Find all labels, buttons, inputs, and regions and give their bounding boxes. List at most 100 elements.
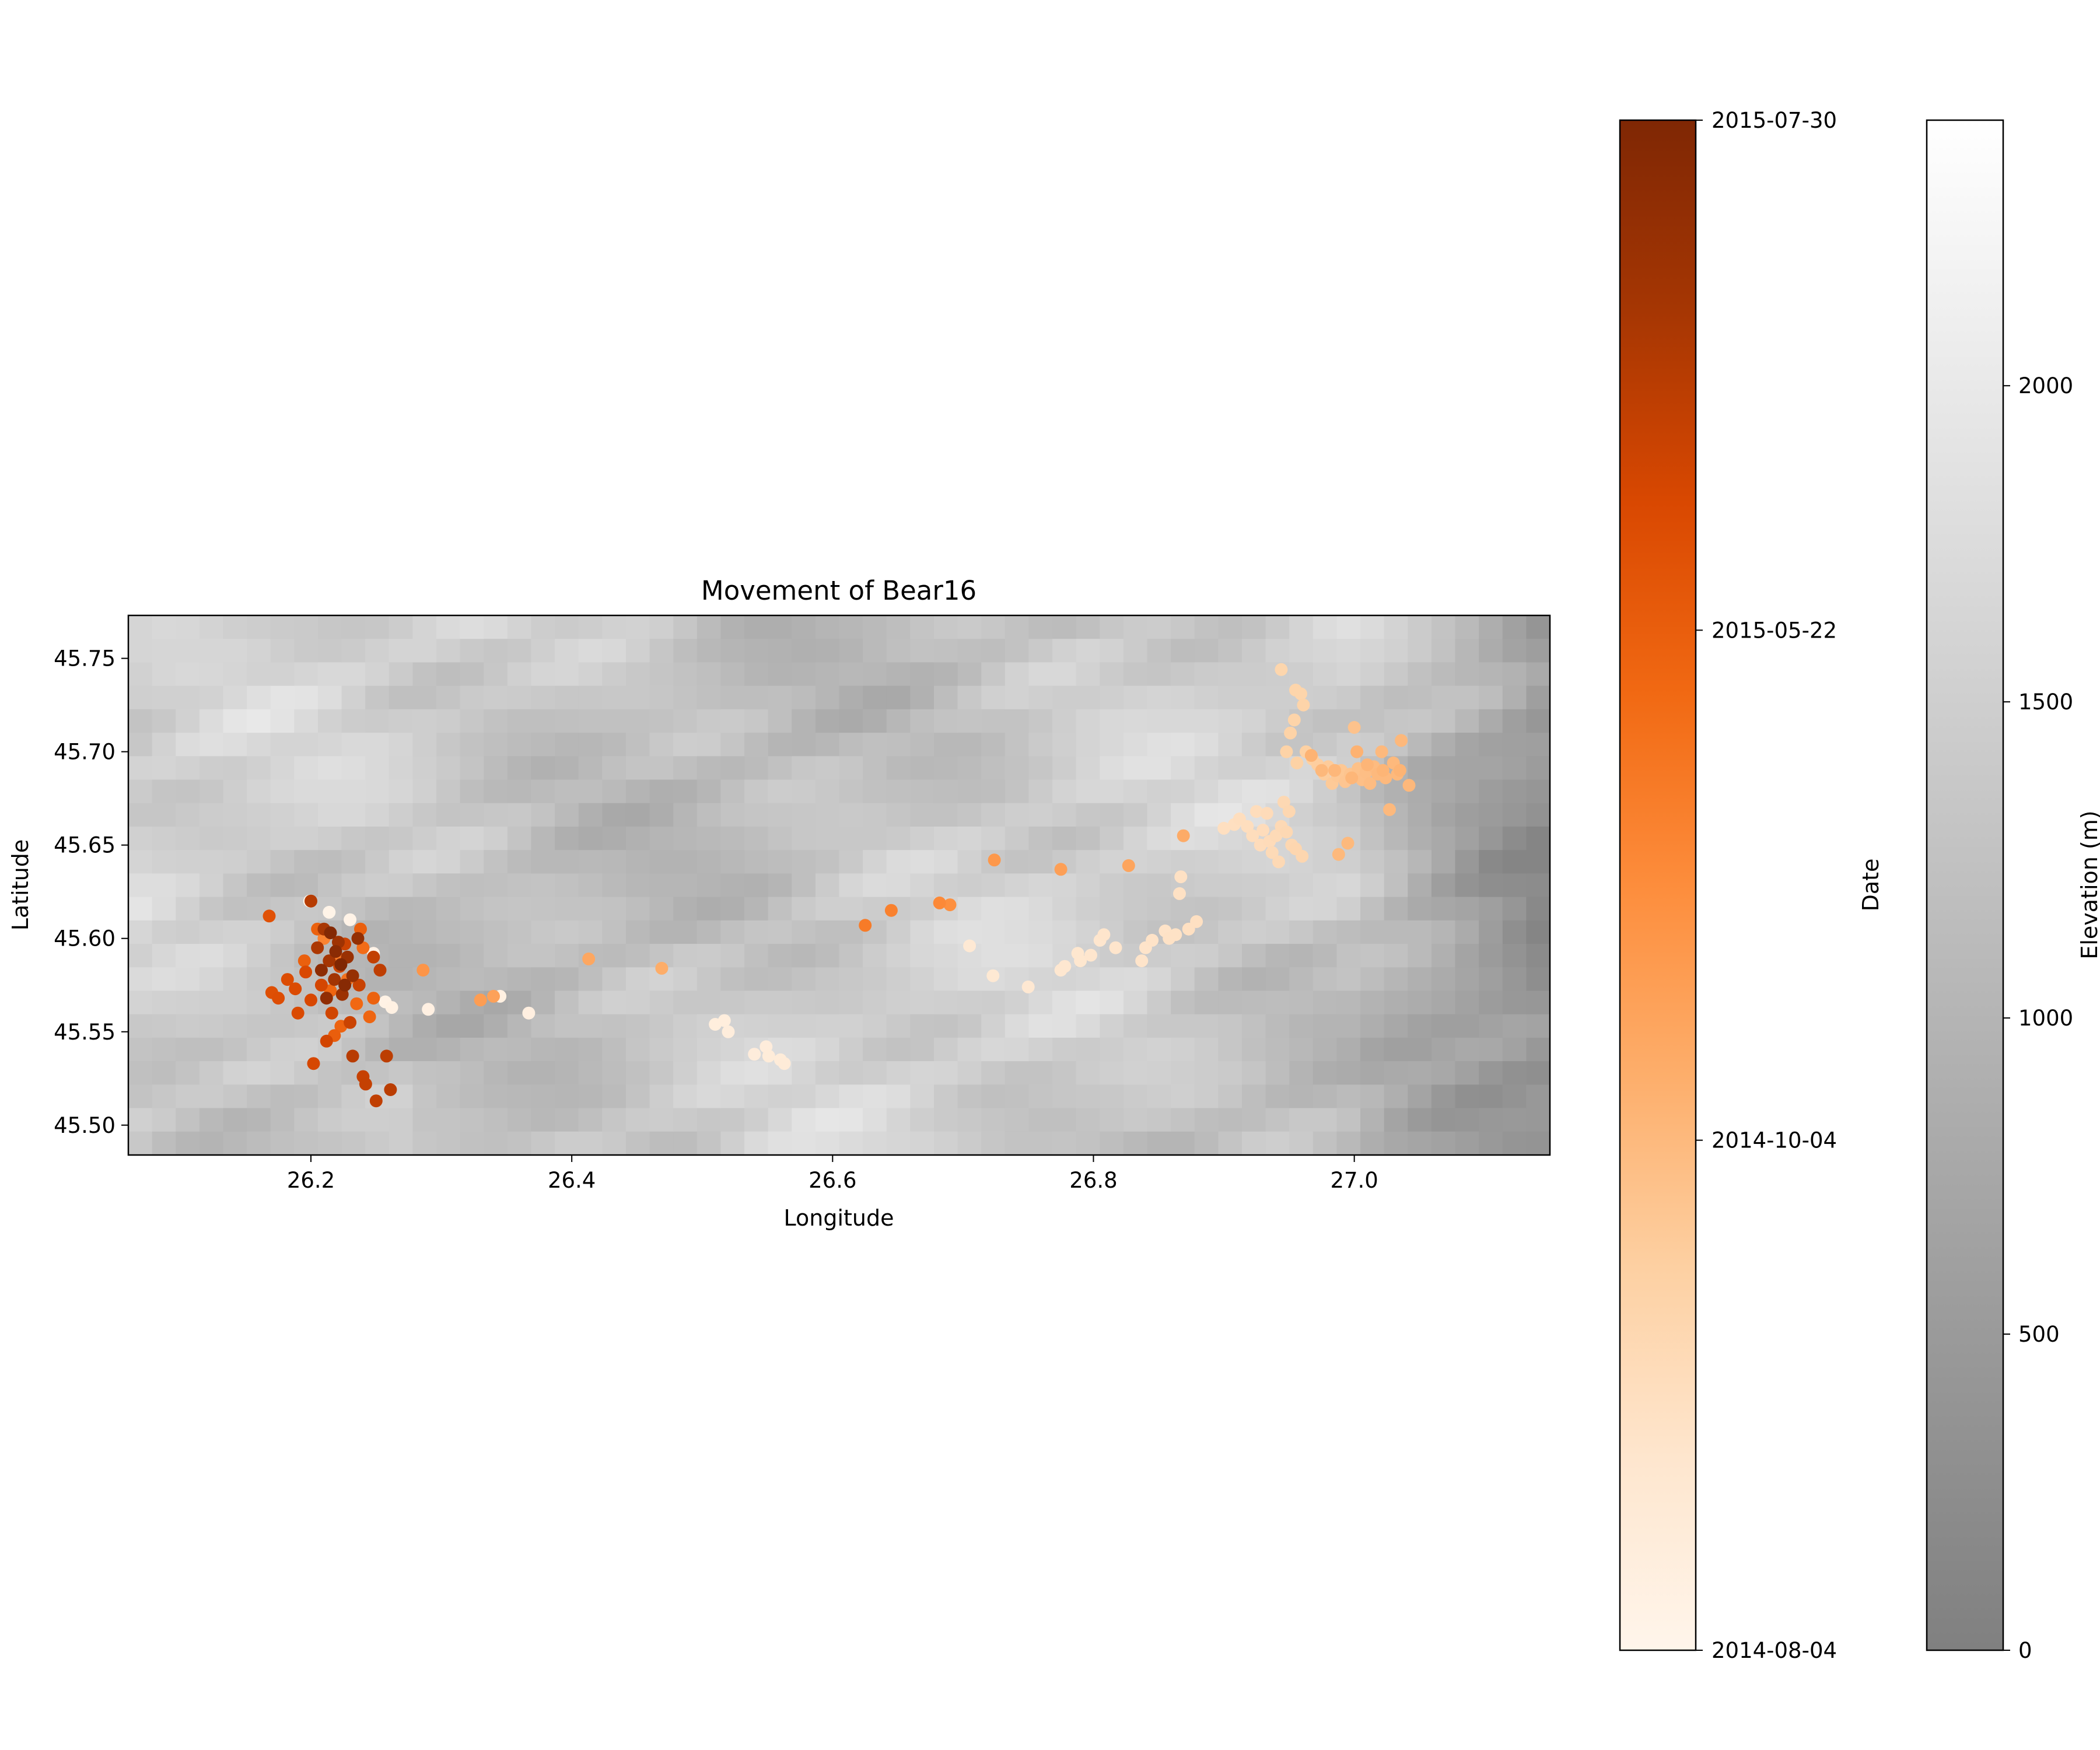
raster-cell	[1218, 615, 1242, 640]
raster-cell	[768, 873, 793, 898]
raster-cell	[317, 1131, 342, 1155]
raster-cell	[412, 1037, 437, 1062]
raster-cell	[1147, 1108, 1171, 1132]
raster-cell	[1384, 967, 1409, 992]
raster-cell	[815, 1131, 840, 1155]
raster-cell	[1455, 1037, 1479, 1062]
raster-cell	[199, 1061, 224, 1086]
raster-cell	[412, 944, 437, 968]
raster-cell	[839, 1131, 863, 1155]
raster-cell	[744, 920, 769, 944]
data-point	[1282, 805, 1296, 818]
raster-cell	[152, 920, 177, 944]
raster-cell	[199, 850, 224, 874]
data-point	[329, 945, 342, 958]
raster-cell	[1289, 991, 1314, 1015]
raster-cell	[1479, 1061, 1503, 1086]
raster-cell	[294, 756, 318, 780]
raster-cell	[1336, 1131, 1361, 1155]
raster-cell	[815, 944, 840, 968]
raster-cell	[792, 756, 816, 780]
raster-cell	[555, 1061, 579, 1086]
raster-cell	[223, 685, 247, 710]
raster-cell	[412, 1014, 437, 1038]
raster-cell	[176, 685, 200, 710]
raster-cell	[720, 897, 745, 921]
raster-cell	[839, 850, 863, 874]
raster-cell	[744, 850, 769, 874]
raster-cell	[673, 1131, 698, 1155]
raster-cell	[1241, 944, 1266, 968]
raster-cell	[1100, 685, 1124, 710]
raster-cell	[720, 639, 745, 663]
raster-cell	[1360, 803, 1385, 827]
raster-cell	[839, 826, 863, 850]
raster-cell	[886, 920, 911, 944]
raster-cell	[176, 756, 200, 780]
raster-cell	[1336, 662, 1361, 687]
raster-cell	[128, 639, 153, 663]
raster-cell	[933, 967, 958, 992]
raster-cell	[1194, 1131, 1219, 1155]
raster-cell	[957, 873, 982, 898]
raster-cell	[365, 1108, 390, 1132]
raster-cell	[578, 920, 603, 944]
raster-cell	[507, 733, 532, 757]
raster-cell	[507, 662, 532, 687]
raster-cell	[1431, 920, 1456, 944]
raster-cell	[673, 685, 698, 710]
raster-cell	[1265, 1037, 1290, 1062]
raster-cell	[839, 803, 863, 827]
raster-cell	[602, 685, 626, 710]
raster-cell	[507, 685, 532, 710]
raster-cell	[910, 826, 935, 850]
elevation-colorbar-tick-label: 1500	[2018, 690, 2073, 715]
raster-cell	[460, 920, 485, 944]
raster-cell	[365, 873, 390, 898]
raster-cell	[1384, 615, 1409, 640]
raster-cell	[1408, 685, 1432, 710]
raster-cell	[625, 733, 650, 757]
raster-cell	[1005, 709, 1030, 733]
raster-cell	[625, 615, 650, 640]
raster-cell	[1076, 615, 1101, 640]
raster-cell	[1194, 850, 1219, 874]
raster-cell	[128, 850, 153, 874]
raster-cell	[1052, 733, 1077, 757]
raster-cell	[815, 920, 840, 944]
raster-cell	[388, 920, 414, 944]
raster-cell	[1218, 1014, 1242, 1038]
raster-cell	[1028, 1014, 1053, 1038]
raster-cell	[436, 709, 461, 733]
raster-cell	[1502, 1131, 1527, 1155]
raster-cell	[1171, 1014, 1195, 1038]
raster-cell	[578, 1108, 603, 1132]
raster-cell	[507, 1061, 532, 1086]
raster-cell	[1502, 920, 1527, 944]
raster-cell	[602, 1084, 626, 1109]
raster-cell	[1455, 1014, 1479, 1038]
raster-cell	[1241, 850, 1266, 874]
raster-cell	[792, 826, 816, 850]
raster-cell	[555, 709, 579, 733]
raster-cell	[365, 733, 390, 757]
data-point	[344, 913, 357, 926]
raster-cell	[1123, 1061, 1148, 1086]
raster-cell	[602, 1131, 626, 1155]
raster-cell	[1431, 826, 1456, 850]
raster-cell	[1431, 850, 1456, 874]
raster-cell	[152, 615, 177, 640]
raster-cell	[1171, 897, 1195, 921]
raster-cell	[555, 685, 579, 710]
raster-cell	[886, 615, 911, 640]
raster-cell	[341, 1131, 366, 1155]
raster-cell	[696, 920, 722, 944]
raster-cell	[696, 709, 722, 733]
raster-cell	[1431, 1131, 1456, 1155]
raster-cell	[1384, 685, 1409, 710]
raster-cell	[1076, 756, 1101, 780]
raster-cell	[886, 1084, 911, 1109]
raster-cell	[531, 920, 555, 944]
raster-cell	[839, 1037, 863, 1062]
raster-cell	[247, 756, 271, 780]
